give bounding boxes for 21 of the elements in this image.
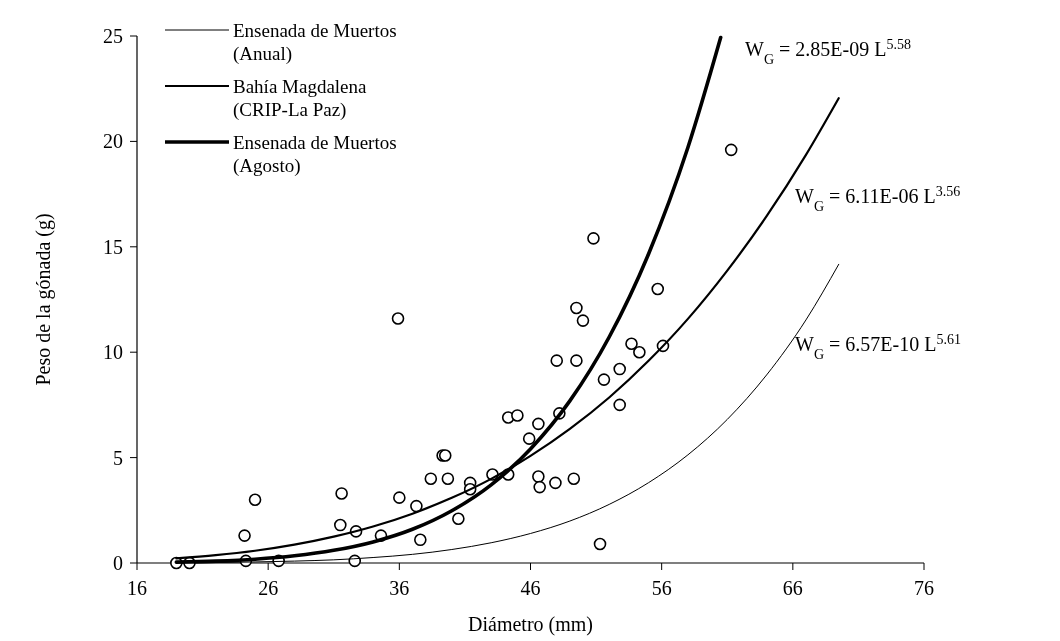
annotation: W$_{G}$ = 2.85E-09 L$^{5.58}$ [745,36,911,67]
x-tick-label: 76 [914,577,934,599]
x-tick-label: 36 [389,577,410,599]
x-tick-label: 16 [127,577,147,599]
x-tick-label: 26 [258,577,279,599]
y-axis-title: Peso de la gónada (g) [32,213,55,386]
annotation: W$_{G}$ = 6.57E-10 L$^{5.61}$ [795,331,961,362]
y-tick-label: 25 [103,25,123,47]
y-tick-label: 5 [113,446,123,469]
legend-label: Ensenada de Muertos (Agosto) [233,131,397,178]
x-tick-label: 56 [651,577,672,599]
y-tick-label: 20 [103,130,123,153]
legend-label: Ensenada de Muertos (Anual) [233,19,397,66]
y-tick-label: 10 [103,341,123,364]
y-tick-label: 15 [103,235,123,258]
x-axis-title: Diámetro (mm) [468,613,593,636]
y-tick-label: 0 [113,552,123,574]
legend-label: Bahía Magdalena (CRIP-La Paz) [233,75,368,122]
x-tick-label: 66 [782,577,803,599]
x-tick-label: 46 [520,577,541,599]
annotation: W$_{G}$ = 6.11E-06 L$^{3.56}$ [795,183,961,214]
